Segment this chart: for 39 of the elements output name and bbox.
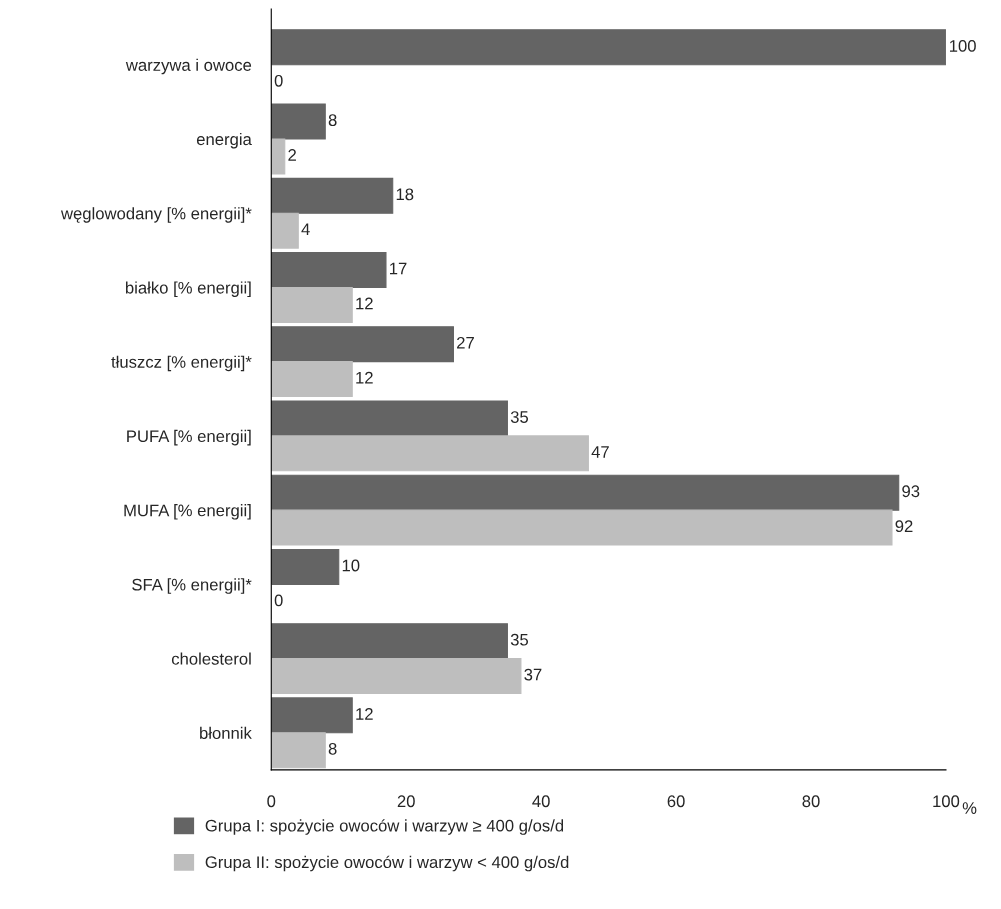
y-tick-label: białko [% energii] bbox=[125, 281, 251, 297]
data-label: 93 bbox=[902, 485, 920, 498]
y-tick-label: PUFA [% energii] bbox=[127, 429, 251, 446]
x-tick-label: 60 bbox=[667, 795, 685, 808]
y-tick-label: SFA [% energii]* bbox=[132, 578, 252, 594]
data-label: 0 bbox=[274, 74, 283, 87]
data-label: 35 bbox=[510, 411, 529, 423]
x-axis-title: % bbox=[962, 802, 977, 814]
x-tick-label: 80 bbox=[802, 795, 820, 808]
data-label: 37 bbox=[524, 668, 542, 681]
data-label: 8 bbox=[328, 114, 337, 127]
data-label: 4 bbox=[301, 223, 310, 235]
x-tick-label: 100 bbox=[933, 795, 960, 808]
data-label: 0 bbox=[274, 594, 283, 607]
data-label: 17 bbox=[390, 262, 407, 275]
y-tick-label: energia bbox=[196, 132, 252, 149]
y-tick-label: węglowodany [% energii]* bbox=[60, 207, 252, 223]
data-label: 35 bbox=[510, 633, 529, 646]
data-label: 2 bbox=[288, 149, 296, 161]
data-label: 10 bbox=[342, 559, 360, 572]
data-label: 8 bbox=[328, 742, 337, 755]
data-label: 47 bbox=[591, 446, 609, 458]
data-label: 12 bbox=[356, 708, 373, 720]
x-tick-label: 0 bbox=[267, 795, 276, 808]
x-tick-label: 20 bbox=[397, 795, 415, 808]
y-tick-label: cholesterol bbox=[171, 652, 251, 665]
x-tick-label: 40 bbox=[532, 795, 550, 808]
data-label: 12 bbox=[356, 297, 373, 310]
y-tick-label: MUFA [% energii] bbox=[124, 504, 251, 520]
data-label: 12 bbox=[356, 371, 373, 384]
y-tick-label: warzywa i owoce bbox=[125, 58, 252, 75]
legend-label: Grupa I: spożycie owoców i warzyw ≥ 400 g/os/d bbox=[205, 819, 564, 835]
y-tick-label: błonnik bbox=[200, 726, 252, 740]
legend-label: Grupa II: spożycie owoców i warzyw < 400 g/os/d bbox=[205, 855, 569, 872]
data-label: 27 bbox=[457, 336, 474, 349]
y-tick-label: tłuszcz [% energii]* bbox=[111, 355, 252, 372]
data-label: 100 bbox=[949, 39, 976, 52]
data-label: 18 bbox=[396, 188, 414, 201]
data-label: 92 bbox=[895, 520, 913, 533]
